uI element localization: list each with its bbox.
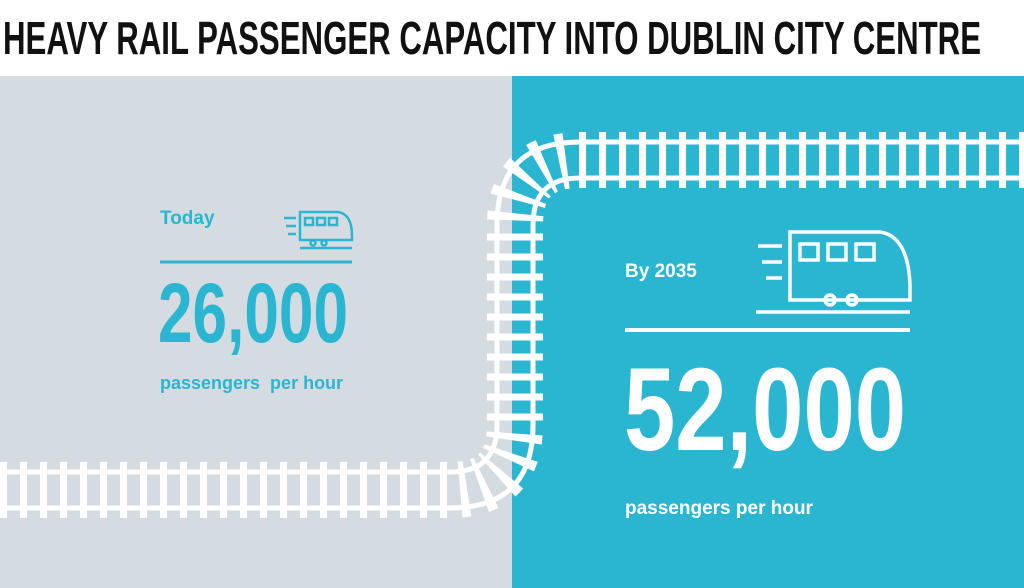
train-icon: [756, 230, 912, 314]
title-band: [0, 0, 1024, 76]
track-rail: [0, 175, 1024, 511]
rail-track: [0, 132, 1024, 518]
future-block: By 2035 52,000 passengers per hour: [624, 230, 912, 519]
future-value: 52,000: [624, 344, 906, 476]
today-label: Today: [160, 208, 215, 229]
title: HEAVY RAIL PASSENGER CAPACITY INTO DUBLI…: [3, 12, 981, 64]
today-block: Today 26,000 passengers per hour: [158, 208, 354, 393]
today-unit: passengers per hour: [160, 373, 343, 393]
train-icon: [284, 210, 354, 250]
future-unit: passengers per hour: [625, 498, 814, 519]
track-rail: [0, 139, 1024, 475]
future-label: By 2035: [625, 261, 697, 282]
today-value: 26,000: [158, 266, 348, 360]
